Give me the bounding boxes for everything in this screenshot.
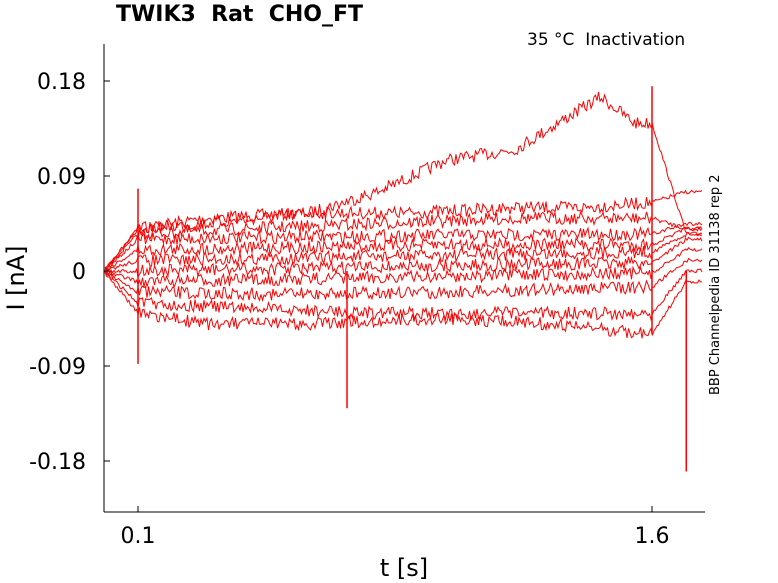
series-trace xyxy=(104,236,703,279)
x-tick-label: 1.6 xyxy=(635,524,670,549)
y-tick-label: 0.09 xyxy=(37,165,86,190)
series-trace xyxy=(104,210,703,269)
series-trace xyxy=(104,189,703,270)
y-tick-label: -0.09 xyxy=(29,355,86,380)
series-trace xyxy=(104,257,703,303)
y-tick-label: 0 xyxy=(72,260,86,285)
series-trace xyxy=(104,271,703,339)
y-ticks: 0.18 0.09 0 -0.09 -0.18 xyxy=(29,70,110,475)
series-trace xyxy=(104,247,703,289)
series-trace xyxy=(104,231,703,271)
x-tick-label: 0.1 xyxy=(121,524,156,549)
chart-title: TWIK3 Rat CHO_FT xyxy=(116,2,364,27)
chart-subtitle: 35 °C Inactivation xyxy=(527,30,686,50)
y-tick-label: 0.18 xyxy=(37,70,86,95)
y-axis-label: I [nA] xyxy=(2,245,30,310)
x-ticks: 0.1 1.6 xyxy=(121,506,670,549)
x-axis-label: t [s] xyxy=(380,554,428,582)
series-trace xyxy=(104,221,703,271)
series-trace xyxy=(104,268,703,322)
y-tick-label: -0.18 xyxy=(29,450,86,475)
series-layer xyxy=(104,86,703,472)
